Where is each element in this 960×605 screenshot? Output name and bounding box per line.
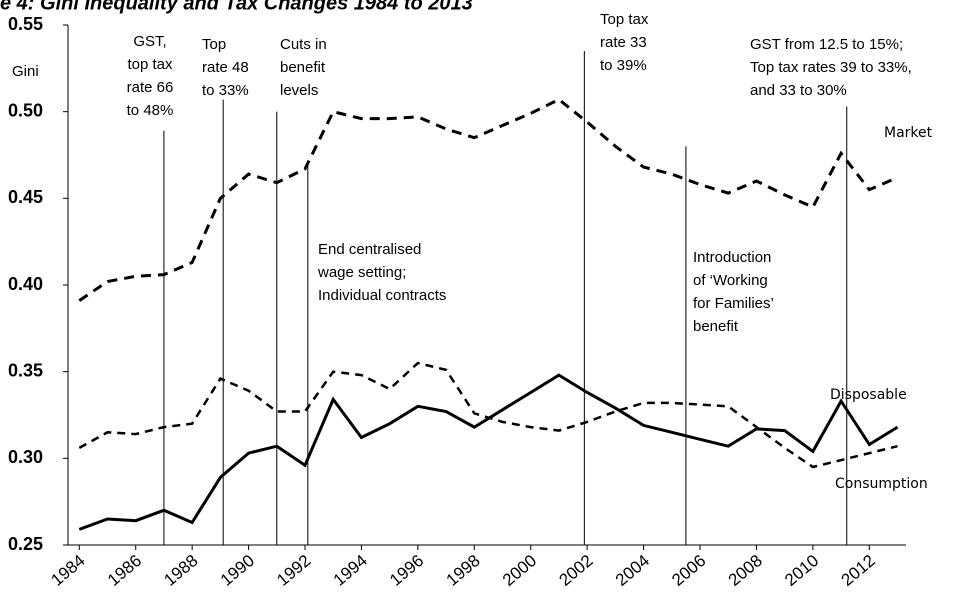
y-tick-label: 0.30: [8, 447, 43, 467]
annotation-text: End centralised: [318, 241, 421, 258]
y-tick-label: 0.45: [8, 187, 43, 207]
annotation-text: rate 66: [127, 79, 174, 96]
x-tick-label: 2002: [555, 551, 596, 590]
annotation-text: to 48%: [127, 102, 174, 119]
annotation-text: Top: [202, 36, 226, 53]
x-tick-label: 2006: [668, 551, 709, 590]
annotation-text: rate 48: [202, 59, 249, 76]
y-tick-label: 0.55: [8, 14, 43, 34]
annotation-text: Top tax: [600, 11, 649, 28]
chart-title: e 4: Gini Inequality and Tax Changes 198…: [0, 0, 473, 14]
annotation-text: benefit: [280, 59, 326, 76]
series-line: [78, 97, 899, 302]
annotation-text: top tax: [127, 56, 173, 73]
x-tick-label: 2008: [725, 551, 766, 590]
y-axis-label: Gini: [12, 63, 39, 80]
y-tick-label: 0.50: [8, 100, 43, 120]
annotation-text: benefit: [693, 318, 739, 335]
x-tick-label: 2012: [838, 551, 879, 590]
annotation-text: to 33%: [202, 82, 249, 99]
series-line: [78, 373, 899, 531]
x-tick-label: 1984: [48, 551, 89, 590]
annotation-text: rate 33: [600, 34, 647, 51]
x-tick-label: 1988: [160, 551, 201, 590]
annotation-text: levels: [280, 82, 318, 99]
annotation-text: Cuts in: [280, 36, 327, 53]
x-tick-label: 1996: [386, 551, 427, 590]
x-tick-label: 1986: [104, 551, 145, 590]
x-tick-label: 2000: [499, 551, 540, 590]
annotation-text: of ‘Working: [693, 272, 768, 289]
x-tick-label: 1998: [443, 551, 484, 590]
annotation-text: Individual contracts: [318, 287, 446, 304]
x-tick-label: 1994: [330, 551, 371, 590]
annotation-text: GST,: [133, 33, 166, 50]
annotation-text: to 39%: [600, 57, 647, 74]
y-tick-label: 0.25: [8, 534, 43, 554]
annotation-text: Top tax rates 39 to 33%,: [750, 59, 912, 76]
x-tick-label: 2004: [612, 551, 653, 590]
series-label: Consumption: [835, 476, 928, 492]
annotation-text: and 33 to 30%: [750, 82, 847, 99]
annotation-text: for Families’: [693, 295, 774, 312]
y-tick-label: 0.40: [8, 274, 43, 294]
series-line: [78, 361, 898, 469]
series-label: Disposable: [830, 387, 907, 403]
x-tick-label: 1990: [217, 551, 258, 590]
x-tick-label: 2010: [781, 551, 822, 590]
series-label: Market: [884, 125, 933, 141]
y-tick-label: 0.35: [8, 360, 43, 380]
x-tick-label: 1992: [273, 551, 314, 590]
annotation-text: GST from 12.5 to 15%;: [750, 36, 903, 53]
annotation-text: Introduction: [693, 249, 771, 266]
annotation-text: wage setting;: [317, 264, 406, 281]
